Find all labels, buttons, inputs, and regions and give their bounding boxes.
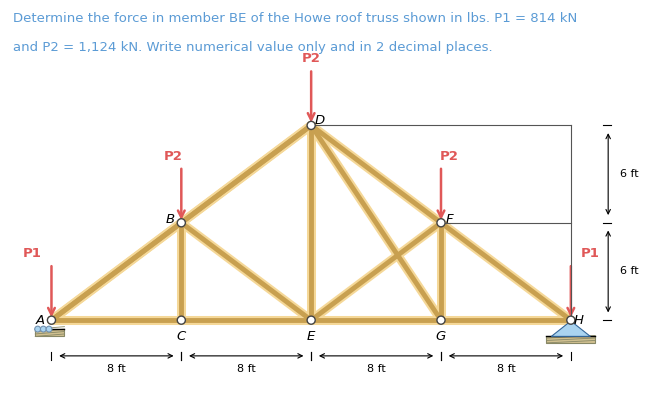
Text: E: E [307, 330, 315, 343]
Circle shape [307, 122, 315, 130]
Text: F: F [446, 213, 453, 226]
Text: 8 ft: 8 ft [107, 364, 125, 374]
Circle shape [437, 219, 445, 227]
Text: 6 ft: 6 ft [619, 169, 638, 179]
Bar [546, 336, 595, 343]
Text: 8 ft: 8 ft [497, 364, 515, 374]
Text: 8 ft: 8 ft [366, 364, 385, 374]
Circle shape [567, 316, 575, 324]
Text: 8 ft: 8 ft [237, 364, 256, 374]
Text: C: C [176, 330, 186, 343]
Text: A: A [36, 313, 45, 327]
Text: H: H [574, 313, 584, 327]
Text: P1: P1 [23, 247, 42, 260]
Circle shape [48, 316, 56, 324]
Circle shape [177, 219, 185, 227]
Bar [36, 329, 64, 337]
Circle shape [35, 326, 40, 332]
Polygon shape [552, 321, 590, 337]
Text: P2: P2 [164, 150, 183, 163]
Circle shape [46, 326, 52, 332]
Text: B: B [165, 213, 174, 226]
Circle shape [307, 316, 315, 324]
Text: P2: P2 [440, 150, 458, 163]
Text: and P2 = 1,124 kN. Write numerical value only and in 2 decimal places.: and P2 = 1,124 kN. Write numerical value… [13, 40, 493, 53]
Text: 6 ft: 6 ft [619, 266, 638, 277]
Text: P2: P2 [302, 52, 321, 65]
Circle shape [177, 316, 185, 324]
Circle shape [40, 326, 46, 332]
Text: P1: P1 [581, 247, 600, 260]
Circle shape [437, 316, 445, 324]
Text: D: D [314, 114, 324, 127]
Text: Determine the force in member BE of the Howe roof truss shown in lbs. P1 = 814 k: Determine the force in member BE of the … [13, 12, 578, 25]
Text: G: G [436, 330, 446, 343]
